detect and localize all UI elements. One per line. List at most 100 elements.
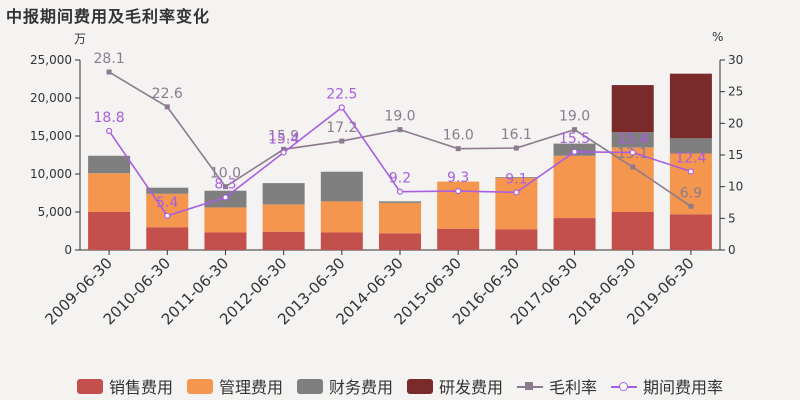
chart-area: 0 5,000 10,000 15,000 20,000 25,000 0 5 10 15 20 25… bbox=[30, 51, 743, 328]
expense-ratio-label: 9.3 bbox=[447, 170, 469, 186]
expense-ratio-label: 15.4 bbox=[617, 131, 648, 147]
gross-margin-point bbox=[513, 145, 519, 151]
right-y-tick-label: 20 bbox=[728, 116, 743, 130]
left-y-tick-label: 20,000 bbox=[30, 91, 72, 105]
expense-ratio-point bbox=[455, 188, 462, 195]
gross-margin-label: 19.0 bbox=[559, 109, 590, 125]
legend-item-expense-ratio[interactable]: 期间费用率 bbox=[611, 374, 723, 398]
left-y-tick-label: 15,000 bbox=[30, 129, 72, 143]
bar-rnd bbox=[669, 73, 712, 139]
bar-sales bbox=[204, 232, 247, 250]
gross-margin-point bbox=[106, 69, 112, 75]
bar-admin bbox=[553, 155, 596, 219]
gross-margin-label: 28.1 bbox=[94, 51, 125, 67]
expense-ratio-point bbox=[222, 194, 229, 201]
expense-ratio-label: 22.5 bbox=[326, 87, 357, 103]
right-y-tick-label: 0 bbox=[728, 243, 736, 257]
gross-margin-point bbox=[281, 146, 287, 152]
expense-ratio-point bbox=[513, 189, 520, 196]
bar-admin bbox=[262, 204, 305, 232]
legend-swatch-rnd bbox=[407, 378, 433, 394]
gross-margin-label: 16.1 bbox=[501, 127, 532, 143]
expense-ratio-label: 9.2 bbox=[389, 171, 411, 187]
legend-swatch-sales bbox=[76, 378, 103, 394]
bar-finance bbox=[88, 155, 131, 174]
gross-margin-label: 19.0 bbox=[384, 109, 415, 125]
bar-admin bbox=[320, 201, 363, 233]
bar-admin bbox=[204, 207, 247, 233]
gross-margin-label: 10.0 bbox=[210, 166, 241, 182]
gross-margin-label: 16.0 bbox=[443, 128, 474, 144]
bar-finance bbox=[146, 187, 189, 194]
right-y-tick-label: 15 bbox=[728, 148, 743, 162]
bar-rnd bbox=[611, 85, 654, 133]
expense-ratio-point bbox=[571, 148, 578, 155]
bar-finance bbox=[262, 183, 305, 205]
expense-ratio-label: 5.4 bbox=[156, 195, 178, 211]
legend-swatch-admin bbox=[186, 378, 213, 394]
gross-margin-point bbox=[688, 203, 694, 209]
bar-sales bbox=[262, 231, 305, 250]
legend-item-gross-margin[interactable]: 毛利率 bbox=[517, 374, 597, 398]
legend-line-key-expense-ratio bbox=[611, 379, 638, 394]
expense-ratio-point bbox=[280, 149, 287, 156]
left-y-tick-label: 10,000 bbox=[30, 167, 72, 181]
bar-sales bbox=[553, 218, 596, 250]
bar-sales bbox=[88, 212, 131, 250]
legend-item-finance[interactable]: 财务费用 bbox=[296, 374, 393, 398]
expense-ratio-point bbox=[396, 188, 404, 195]
bar-sales bbox=[437, 228, 480, 250]
bar-admin bbox=[379, 202, 421, 234]
legend-label-rnd: 研发费用 bbox=[439, 378, 504, 397]
bar-sales bbox=[495, 229, 538, 250]
left-axis-unit: 万 bbox=[74, 32, 87, 46]
gross-margin-label: 17.2 bbox=[326, 120, 357, 136]
expense-ratio-label: 15.5 bbox=[559, 131, 590, 147]
bar-sales bbox=[611, 212, 654, 250]
legend-swatch-finance bbox=[296, 378, 323, 394]
expense-ratio-label: 8.3 bbox=[214, 176, 236, 192]
expense-ratio-point bbox=[687, 168, 695, 175]
gross-margin-point bbox=[222, 184, 228, 190]
left-y-tick-label: 5,000 bbox=[38, 205, 72, 219]
gross-margin-label: 15.9 bbox=[268, 128, 299, 144]
legend-label-expense-ratio: 期间费用率 bbox=[643, 378, 724, 397]
bar-admin bbox=[146, 193, 189, 228]
gross-margin-point bbox=[455, 146, 461, 152]
gross-margin-point bbox=[572, 127, 578, 133]
right-y-tick-label: 30 bbox=[728, 53, 743, 67]
bar-admin bbox=[88, 173, 131, 212]
expense-ratio-point bbox=[629, 149, 636, 156]
legend-label-sales: 销售费用 bbox=[108, 378, 173, 397]
legend-label-gross-margin: 毛利率 bbox=[549, 378, 598, 397]
expense-ratio-label: 18.8 bbox=[94, 110, 125, 126]
expense-ratio-label: 12.4 bbox=[675, 150, 706, 166]
bar-sales bbox=[669, 214, 712, 250]
expense-ratio-point bbox=[164, 212, 171, 219]
bar-finance bbox=[379, 201, 421, 203]
gross-margin-point bbox=[339, 138, 345, 144]
left-y-tick-label: 0 bbox=[64, 243, 72, 257]
gross-margin-point bbox=[164, 104, 170, 110]
expense-ratio-point bbox=[338, 104, 345, 111]
right-y-tick-label: 5 bbox=[728, 211, 736, 225]
legend-item-rnd[interactable]: 研发费用 bbox=[407, 374, 503, 398]
legend-item-admin[interactable]: 管理费用 bbox=[186, 374, 283, 398]
gross-margin-point bbox=[630, 164, 636, 170]
chart-title: 中报期间费用及毛利率变化 bbox=[6, 7, 211, 26]
expense-ratio-label: 9.1 bbox=[505, 171, 527, 187]
bar-finance bbox=[669, 138, 712, 154]
right-y-tick-label: 10 bbox=[728, 180, 743, 194]
legend-item-sales[interactable]: 销售费用 bbox=[76, 374, 173, 398]
gross-margin-point bbox=[397, 127, 403, 133]
right-y-tick-label: 25 bbox=[728, 85, 743, 99]
bar-finance bbox=[320, 171, 363, 202]
right-axis-unit: % bbox=[712, 30, 724, 44]
bar-finance bbox=[495, 177, 538, 178]
legend-line-key-gross-margin bbox=[517, 379, 544, 394]
left-y-tick-label: 25,000 bbox=[30, 53, 72, 67]
bar-admin bbox=[495, 177, 538, 230]
legend: 销售费用 管理费用 财务费用 研发费用 毛利率 期间费用率 bbox=[0, 374, 800, 398]
legend-label-admin: 管理费用 bbox=[218, 378, 283, 397]
bar-finance bbox=[611, 132, 654, 148]
